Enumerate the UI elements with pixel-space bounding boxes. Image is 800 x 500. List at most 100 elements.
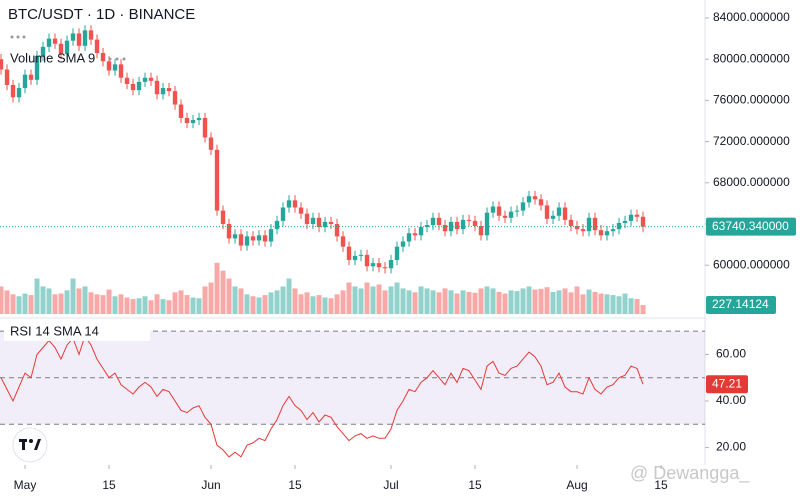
volume-bar	[70, 278, 76, 314]
candle-body	[514, 210, 520, 212]
candle-body	[346, 246, 352, 261]
candle-body	[436, 217, 442, 226]
candle-body	[526, 196, 532, 203]
volume-bar	[520, 288, 526, 314]
volume-bar	[34, 278, 40, 314]
candle-body	[388, 260, 394, 269]
volume-bar	[358, 288, 364, 314]
candle-body	[10, 84, 16, 98]
volume-bar	[58, 293, 64, 314]
x-tick-label: 15	[102, 478, 116, 492]
volume-bar	[304, 292, 310, 314]
volume-bar	[280, 286, 286, 314]
candle-body	[304, 213, 310, 224]
candle-body	[262, 235, 268, 242]
candle-body	[28, 74, 34, 80]
candle-body	[226, 223, 232, 239]
volume-bar	[430, 290, 436, 314]
volume-bar	[88, 292, 94, 314]
volume-bar	[172, 292, 178, 314]
volume-bar	[250, 296, 256, 314]
candle-body	[310, 217, 316, 224]
candle-body	[58, 43, 64, 55]
volume-bar	[142, 296, 148, 314]
candle-body	[280, 207, 286, 221]
volume-bar	[154, 294, 160, 314]
candle-body	[202, 117, 208, 138]
candle-body	[130, 83, 136, 91]
volume-legend: Volume SMA 9	[10, 50, 95, 65]
candle-body	[616, 222, 622, 230]
candle-body	[106, 61, 112, 71]
candle-body	[190, 119, 196, 124]
volume-bar	[544, 287, 550, 314]
candle-body	[118, 64, 124, 78]
volume-bar	[328, 298, 334, 314]
x-tick-label: May	[14, 478, 37, 492]
candle-body	[70, 33, 76, 41]
candle-body	[640, 216, 646, 227]
candle-body	[442, 225, 448, 232]
rsi-tick-label: 40.00	[716, 393, 746, 407]
volume-bar	[298, 294, 304, 314]
candle-body	[148, 77, 154, 81]
volume-bar	[382, 290, 388, 314]
volume-bar	[496, 291, 502, 314]
volume-bar	[184, 295, 190, 314]
rsi-tick-label: 20.00	[716, 440, 746, 454]
candle-body	[412, 233, 418, 236]
volume-bar	[196, 298, 202, 314]
volume-bar	[190, 297, 196, 314]
candle-body	[586, 217, 592, 232]
volume-bar	[166, 300, 172, 314]
candle-body	[154, 80, 160, 95]
candle-body	[592, 217, 598, 231]
volume-bar	[628, 298, 634, 314]
logo	[12, 427, 48, 463]
volume-bar	[214, 262, 220, 314]
volume-bar	[622, 293, 628, 314]
candle-body	[538, 199, 544, 206]
rsi-line	[0, 334, 644, 458]
volume-bar	[508, 290, 514, 314]
volume-bar	[466, 291, 472, 314]
candle-body	[394, 246, 400, 261]
candle-body	[610, 229, 616, 232]
candle-body	[112, 64, 118, 71]
candle-body	[418, 227, 424, 236]
x-tick-label: 15	[654, 478, 668, 492]
candle-body	[160, 88, 166, 95]
y-tick-label: 60000.000000	[713, 257, 790, 271]
volume-bar	[580, 294, 586, 314]
volume-bar	[46, 288, 52, 314]
candle-body	[4, 69, 10, 85]
y-tick-label: 76000.000000	[713, 93, 790, 107]
volume-bar	[424, 288, 430, 314]
candle-body	[466, 219, 472, 221]
candle-body	[544, 205, 550, 219]
volume-bar	[418, 286, 424, 314]
candle-body	[376, 263, 382, 268]
volume-bar	[454, 293, 460, 314]
candle-body	[484, 212, 490, 236]
volume-bar	[412, 292, 418, 314]
volume-bar	[592, 291, 598, 314]
candle-body	[508, 211, 514, 218]
candle-body	[370, 263, 376, 267]
volume-bar	[442, 288, 448, 314]
volume-bar	[262, 295, 268, 314]
candle-body	[196, 117, 202, 120]
candle-body	[232, 234, 238, 239]
volume-bar	[10, 294, 16, 314]
volume-bar	[268, 292, 274, 314]
last-price-label: 63740.340000	[712, 219, 789, 233]
volume-bar	[538, 288, 544, 314]
volume-bar	[484, 286, 490, 314]
candle-body	[448, 221, 454, 232]
volume-bar	[598, 293, 604, 314]
volume-bar	[82, 286, 88, 314]
volume-bar	[100, 295, 106, 314]
candle-body	[424, 225, 430, 228]
candle-body	[82, 30, 88, 46]
x-tick-label: 15	[468, 478, 482, 492]
